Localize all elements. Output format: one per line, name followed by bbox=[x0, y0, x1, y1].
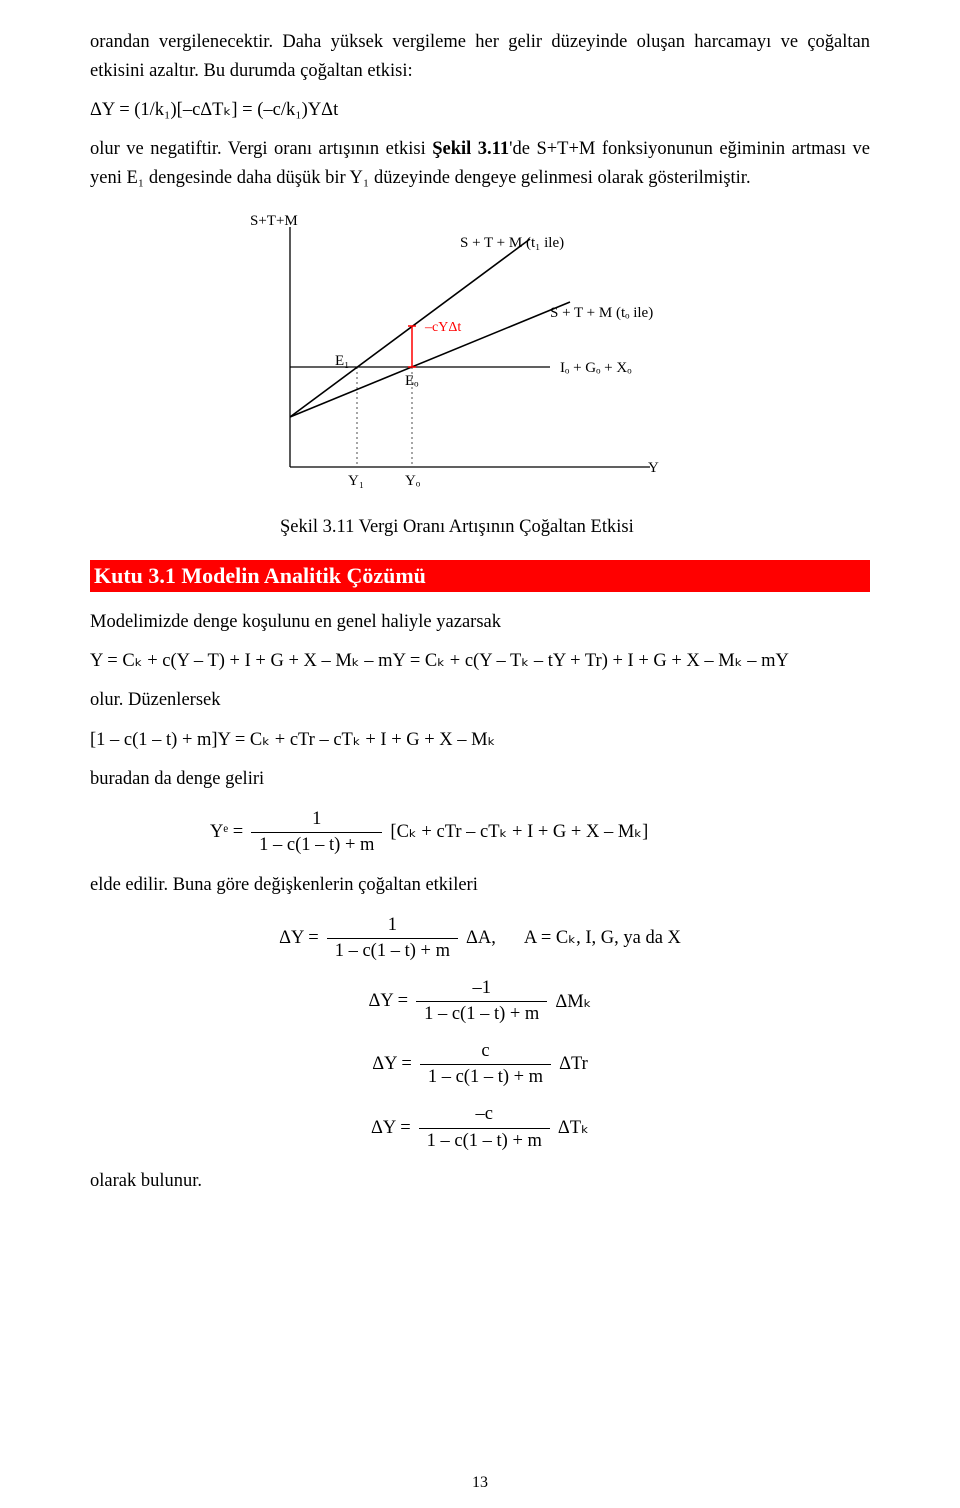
equation-1: ΔY = (1/k₁)[–cΔTₖ] = (–c/k₁)YΔt bbox=[90, 99, 870, 121]
svg-text:S + T + M (tₒ ile): S + T + M (tₒ ile) bbox=[550, 305, 653, 321]
svg-text:Iₒ + Gₒ + Xₒ: Iₒ + Gₒ + Xₒ bbox=[560, 360, 632, 376]
paragraph-intro: orandan vergilenecektir. Daha yüksek ver… bbox=[90, 28, 870, 85]
paragraph-5: buradan da denge geliri bbox=[90, 765, 870, 794]
svg-text:Yₒ: Yₒ bbox=[405, 473, 421, 489]
svg-text:Y₁: Y₁ bbox=[348, 473, 364, 489]
eq8-denominator: 1 – c(1 – t) + m bbox=[419, 1129, 550, 1153]
eq7-fraction: c 1 – c(1 – t) + m bbox=[420, 1040, 551, 1089]
box-3-1-header: Kutu 3.1 Modelin Analitik Çözümü bbox=[90, 560, 870, 592]
equation-2: Y = Cₖ + c(Y – T) + I + G + X – Mₖ – mY … bbox=[90, 650, 870, 672]
equation-3: [1 – c(1 – t) + m]Y = Cₖ + cTr – cTₖ + I… bbox=[90, 729, 870, 751]
paragraph-3: Modelimizde denge koşulunu en genel hali… bbox=[90, 608, 870, 637]
eq5-lhs: ΔY = bbox=[279, 928, 319, 949]
figure-3-11-caption: Şekil 3.11 Vergi Oranı Artışının Çoğalta… bbox=[280, 517, 870, 538]
eq7-denominator: 1 – c(1 – t) + m bbox=[420, 1065, 551, 1089]
paragraph-4: olur. Düzenlersek bbox=[90, 686, 870, 715]
equation-8: ΔY = –c 1 – c(1 – t) + m ΔTₖ bbox=[90, 1103, 870, 1152]
eq6-numerator: –1 bbox=[416, 977, 547, 1002]
eq8-fraction: –c 1 – c(1 – t) + m bbox=[419, 1103, 550, 1152]
paragraph2-part-a: olur ve negatiftir. Vergi oranı artışını… bbox=[90, 139, 432, 159]
eq6-denominator: 1 – c(1 – t) + m bbox=[416, 1002, 547, 1026]
eq4-numerator: 1 bbox=[251, 808, 382, 833]
paragraph2-figure-ref: Şekil 3.11 bbox=[432, 139, 509, 159]
eq7-lhs: ΔY = bbox=[372, 1054, 412, 1075]
page-number: 13 bbox=[0, 1474, 960, 1492]
eq8-lhs: ΔY = bbox=[371, 1118, 411, 1139]
eq4-lhs: Yᵉ = bbox=[210, 822, 243, 843]
eq8-numerator: –c bbox=[419, 1103, 550, 1128]
eq4-denominator: 1 – c(1 – t) + m bbox=[251, 833, 382, 857]
paragraph-after-eq1: olur ve negatiftir. Vergi oranı artışını… bbox=[90, 135, 870, 192]
eq4-rhs: [Cₖ + cTr – cTₖ + I + G + X – Mₖ] bbox=[390, 821, 648, 843]
paragraph-6: elde edilir. Buna göre değişkenlerin çoğ… bbox=[90, 871, 870, 900]
svg-text:Eₒ: Eₒ bbox=[405, 373, 419, 389]
svg-text:Y: Y bbox=[648, 460, 659, 476]
eq5-rhs: A = Cₖ, I, G, ya da X bbox=[524, 927, 681, 949]
page: orandan vergilenecektir. Daha yüksek ver… bbox=[0, 0, 960, 1508]
svg-text:S+T+M: S+T+M bbox=[250, 213, 298, 229]
equation-6: ΔY = –1 1 – c(1 – t) + m ΔMₖ bbox=[90, 977, 870, 1026]
eq6-fraction: –1 1 – c(1 – t) + m bbox=[416, 977, 547, 1026]
eq7-numerator: c bbox=[420, 1040, 551, 1065]
eq5-numerator: 1 bbox=[327, 914, 458, 939]
eq5-fraction: 1 1 – c(1 – t) + m bbox=[327, 914, 458, 963]
svg-text:E₁: E₁ bbox=[335, 353, 349, 369]
eq4-fraction: 1 1 – c(1 – t) + m bbox=[251, 808, 382, 857]
eq6-lhs: ΔY = bbox=[368, 991, 408, 1012]
eq5-mid: ΔA, bbox=[466, 928, 496, 949]
eq7-rhs: ΔTr bbox=[559, 1054, 588, 1075]
eq6-rhs: ΔMₖ bbox=[555, 991, 591, 1013]
svg-text:S + T + M (t₁ ile): S + T + M (t₁ ile) bbox=[460, 235, 564, 251]
figure-3-11-chart: S+T+M S + T + M (t₁ ile) S + T + M (tₒ i… bbox=[250, 207, 870, 507]
eq8-rhs: ΔTₖ bbox=[558, 1117, 589, 1139]
eq5-denominator: 1 – c(1 – t) + m bbox=[327, 939, 458, 963]
svg-text:–cYΔt: –cYΔt bbox=[424, 320, 461, 335]
equation-4: Yᵉ = 1 1 – c(1 – t) + m [Cₖ + cTr – cTₖ … bbox=[210, 808, 870, 857]
paragraph-7: olarak bulunur. bbox=[90, 1167, 870, 1196]
equation-7: ΔY = c 1 – c(1 – t) + m ΔTr bbox=[90, 1040, 870, 1089]
equation-5: ΔY = 1 1 – c(1 – t) + m ΔA, A = Cₖ, I, G… bbox=[90, 914, 870, 963]
